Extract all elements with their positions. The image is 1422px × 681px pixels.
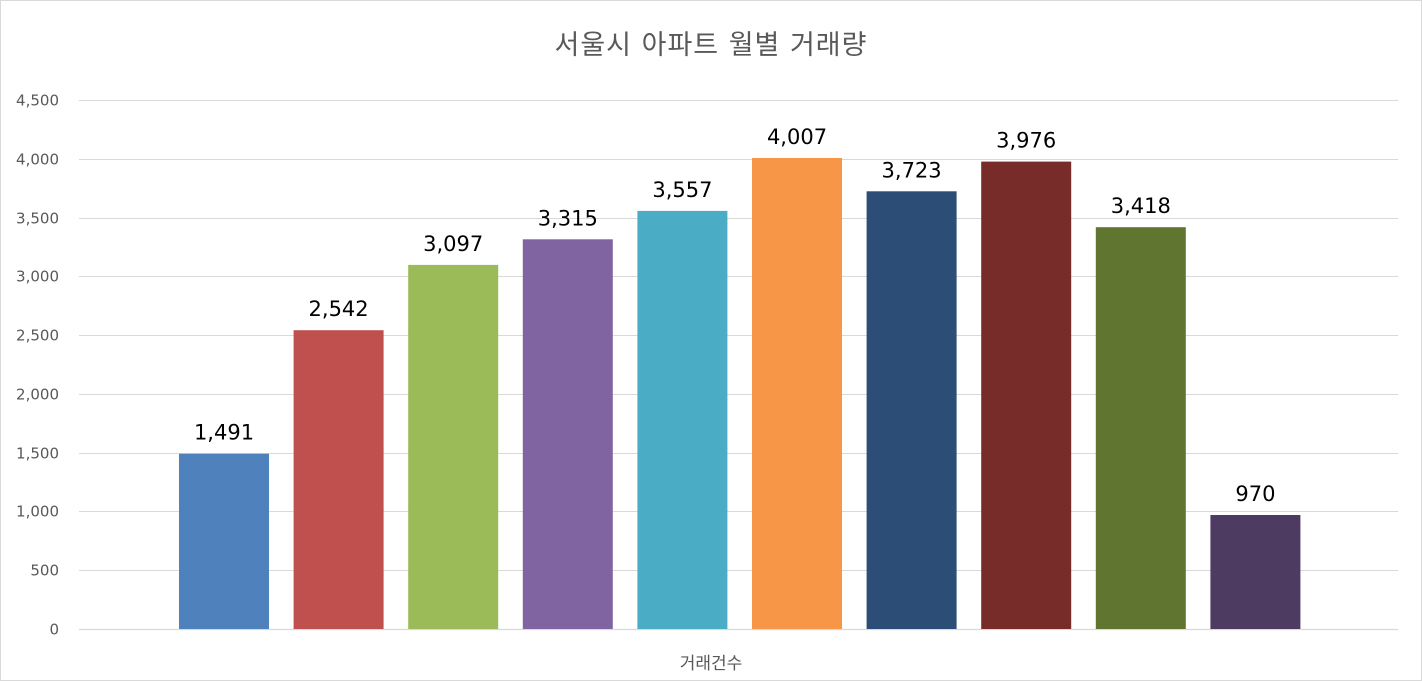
- data-label: 4,007: [767, 125, 827, 149]
- y-tick-label: 2,000: [16, 386, 59, 404]
- data-labels: 1,491 2,542 3,097 3,315 3,557 4,007 3,723 3,976…: [194, 125, 1276, 506]
- data-label: 3,557: [652, 178, 712, 202]
- data-label: 970: [1235, 482, 1275, 506]
- y-tick-label: 3,500: [16, 210, 59, 228]
- bar: [1210, 515, 1301, 629]
- y-tick-label: 0: [49, 621, 59, 639]
- y-tick-label: 3,000: [16, 268, 59, 286]
- chart-title: 서울시 아파트 월별 거래량: [554, 30, 868, 61]
- data-label: 3,723: [882, 158, 942, 182]
- y-tick-label: 4,500: [16, 92, 59, 110]
- data-label: 3,976: [996, 129, 1056, 153]
- y-tick-label: 2,500: [16, 327, 59, 345]
- data-label: 2,542: [309, 297, 369, 321]
- gridlines: [79, 100, 1398, 631]
- bar: [293, 330, 384, 629]
- y-tick-label: 500: [30, 562, 59, 580]
- y-tick-label: 1,500: [16, 445, 59, 463]
- bars: [179, 158, 1301, 630]
- data-label: 3,315: [538, 206, 598, 230]
- data-label: 3,418: [1111, 194, 1171, 218]
- bar: [1095, 227, 1186, 629]
- bar: [981, 161, 1072, 629]
- y-axis-ticks: 0 500 1,000 1,500 2,000 2,500 3,000 3,500 4,000 4…: [16, 92, 59, 639]
- y-tick-label: 4,000: [16, 151, 59, 169]
- bar: [408, 264, 499, 629]
- bar: [179, 453, 269, 629]
- bar: [752, 158, 842, 629]
- bar: [522, 239, 613, 630]
- x-axis-label: 거래건수: [679, 654, 743, 674]
- bar: [866, 191, 957, 630]
- data-label: 3,097: [423, 232, 483, 256]
- data-label: 1,491: [194, 421, 254, 445]
- bar: [637, 210, 728, 629]
- y-tick-label: 1,000: [16, 503, 59, 521]
